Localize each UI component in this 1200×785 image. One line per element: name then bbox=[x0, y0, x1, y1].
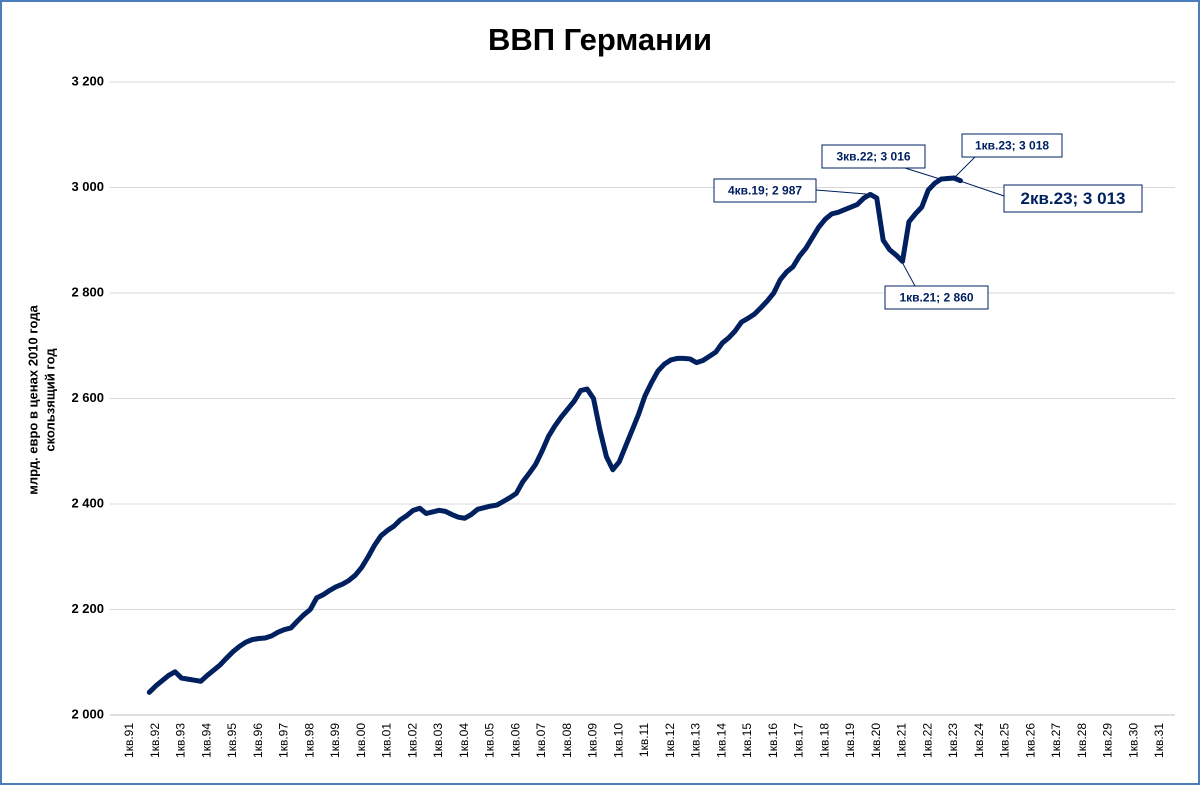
x-tick-label: 1кв.16 bbox=[766, 723, 780, 758]
y-label: млрд. евро в ценах 2010 года скользящий … bbox=[25, 305, 57, 495]
x-tick-label: 1кв.04 bbox=[457, 723, 471, 758]
callout-box bbox=[884, 285, 989, 310]
x-tick-label: 1кв.06 bbox=[508, 723, 522, 758]
x-tick-label: 1кв.08 bbox=[560, 723, 574, 758]
y-tick-label: 2 000 bbox=[71, 706, 104, 721]
y-label-line: млрд. евро в ценах 2010 года bbox=[25, 305, 40, 495]
x-tick-label: 1кв.13 bbox=[689, 723, 703, 758]
x-tick-label: 1кв.24 bbox=[972, 723, 986, 758]
x-tick-label: 1кв.14 bbox=[714, 723, 728, 758]
callout-leader bbox=[815, 189, 867, 195]
x-tick-label: 1кв.30 bbox=[1126, 723, 1140, 758]
chart-title: ВВП Германии bbox=[488, 22, 712, 57]
x-tick-label: 1кв.02 bbox=[405, 723, 419, 758]
callout-leader bbox=[904, 167, 941, 180]
x-tick-label: 1кв.21 bbox=[895, 723, 909, 758]
x-tick-label: 1кв.29 bbox=[1101, 723, 1115, 758]
callout-box bbox=[821, 144, 926, 169]
x-tick-label: 1кв.15 bbox=[740, 723, 754, 758]
x-tick-label: 1кв.18 bbox=[817, 723, 831, 758]
x-tick-label: 1кв.03 bbox=[431, 723, 445, 758]
x-tick-label: 1кв.22 bbox=[920, 723, 934, 758]
x-tick-label: 1кв.19 bbox=[843, 723, 857, 758]
y-label-line: скользящий год bbox=[42, 348, 57, 452]
x-tick-label: 1кв.10 bbox=[611, 723, 625, 758]
callout-text: 1кв.21; 2 860 bbox=[899, 291, 973, 305]
x-tick-label: 1кв.28 bbox=[1075, 723, 1089, 758]
callout-text: 4кв.19; 2 987 bbox=[728, 184, 802, 198]
x-tick-label: 1кв.31 bbox=[1152, 723, 1166, 758]
y-tick-label: 3 000 bbox=[71, 179, 104, 194]
y-tick-label: 2 600 bbox=[71, 390, 104, 405]
x-tick-label: 1кв.25 bbox=[998, 723, 1012, 758]
x-tick-label: 1кв.20 bbox=[869, 723, 883, 758]
x-tick-label: 1кв.01 bbox=[380, 723, 394, 758]
callout-leader bbox=[901, 261, 916, 287]
callout-leader bbox=[959, 180, 1005, 197]
x-tick-label: 1кв.96 bbox=[251, 723, 265, 758]
y-tick-label: 3 200 bbox=[71, 73, 104, 88]
x-tick-label: 1кв.23 bbox=[946, 723, 960, 758]
x-tick-label: 1кв.12 bbox=[663, 723, 677, 758]
x-tick-label: 1кв.91 bbox=[122, 723, 136, 758]
callout-text: 2кв.23; 3 013 bbox=[1021, 189, 1126, 208]
callout-text: 3кв.22; 3 016 bbox=[836, 150, 910, 164]
x-tick-label: 1кв.92 bbox=[148, 723, 162, 758]
x-tick-label: 1кв.97 bbox=[277, 723, 291, 758]
x-tick-label: 1кв.07 bbox=[534, 723, 548, 758]
callout-leader bbox=[953, 156, 976, 179]
x-tick-label: 1кв.27 bbox=[1049, 723, 1063, 758]
x-tick-label: 1кв.99 bbox=[328, 723, 342, 758]
y-tick-label: 2 200 bbox=[71, 601, 104, 616]
y-tick-label: 2 400 bbox=[71, 495, 104, 510]
x-tick-label: 1кв.09 bbox=[586, 723, 600, 758]
callout-box bbox=[713, 178, 817, 203]
callout-text: 1кв.23; 3 018 bbox=[975, 139, 1049, 153]
x-tick-label: 1кв.00 bbox=[354, 723, 368, 758]
callout-box bbox=[1003, 184, 1143, 213]
x-tick-label: 1кв.17 bbox=[792, 723, 806, 758]
x-tick-label: 1кв.05 bbox=[483, 723, 497, 758]
callout-box bbox=[961, 133, 1063, 158]
x-tick-label: 1кв.11 bbox=[637, 723, 651, 757]
x-tick-label: 1кв.26 bbox=[1023, 723, 1037, 758]
data-line bbox=[146, 175, 963, 695]
x-tick-label: 1кв.95 bbox=[225, 723, 239, 758]
x-tick-label: 1кв.94 bbox=[199, 723, 213, 758]
x-tick-label: 1кв.98 bbox=[302, 723, 316, 758]
y-tick-label: 2 800 bbox=[71, 284, 104, 299]
x-tick-label: 1кв.93 bbox=[174, 723, 188, 758]
